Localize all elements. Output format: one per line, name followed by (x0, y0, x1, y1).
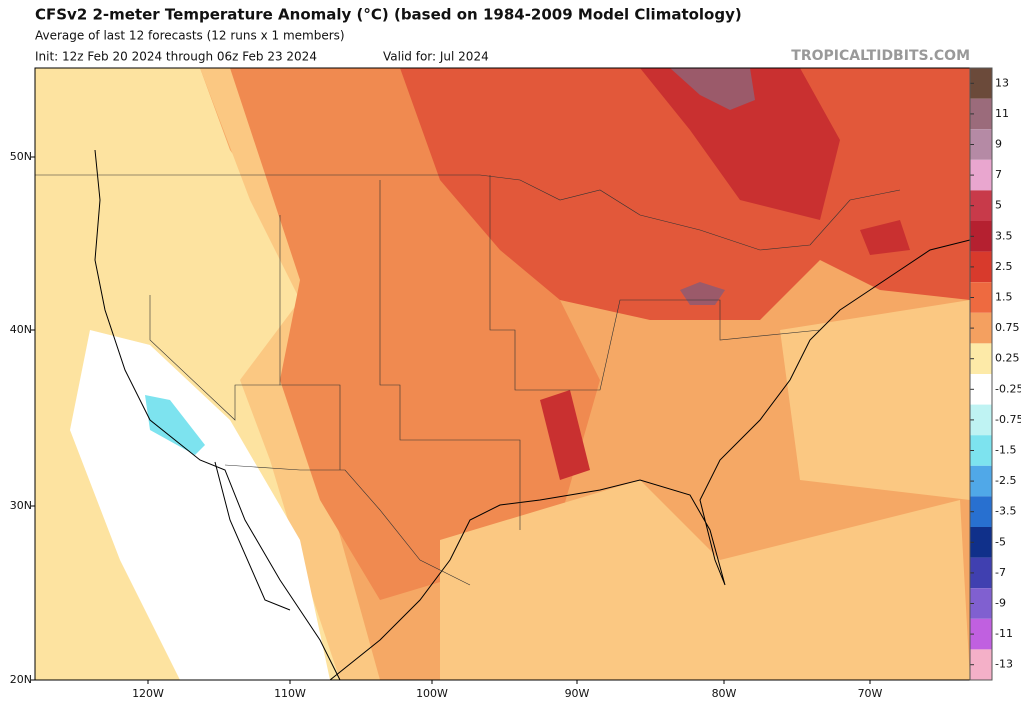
subtitle: Average of last 12 forecasts (12 runs x … (35, 29, 345, 43)
lat-label: 20N (10, 673, 32, 686)
colorbar-label: -11 (995, 627, 1013, 640)
colorbar-swatch (970, 282, 992, 313)
colorbar-label: -0.25 (995, 382, 1021, 395)
map (35, 68, 970, 680)
lon-label: 90W (565, 687, 590, 700)
colorbar-swatch (970, 68, 992, 99)
colorbar-swatch (970, 649, 992, 680)
colorbar-swatch (970, 98, 992, 130)
colorbar-swatch (970, 159, 992, 191)
colorbar-label: 3.5 (995, 229, 1013, 242)
colorbar-label: 11 (995, 107, 1009, 120)
colorbar-label: -7 (995, 566, 1006, 579)
colorbar-label: -0.75 (995, 413, 1021, 426)
colorbar-label: 13 (995, 76, 1009, 89)
colorbar-swatch (970, 312, 992, 344)
watermark: TROPICALTIDBITS.COM (791, 48, 970, 64)
colorbar-label: 7 (995, 168, 1002, 181)
lon-label: 70W (858, 687, 883, 700)
colorbar-label: 2.5 (995, 260, 1013, 273)
colorbar-swatch (970, 221, 992, 252)
colorbar-label: -13 (995, 658, 1013, 671)
colorbar-label: -5 (995, 535, 1006, 548)
colorbar-swatch (970, 251, 992, 283)
colorbar-swatch (970, 557, 992, 589)
lon-label: 100W (416, 687, 448, 700)
colorbar-frame (969, 67, 993, 681)
valid-time: Valid for: Jul 2024 (383, 50, 489, 64)
lat-label: 40N (10, 323, 32, 336)
lon-label: 120W (132, 687, 164, 700)
colorbar-label: 0.75 (995, 321, 1020, 334)
title: CFSv2 2-meter Temperature Anomaly (°C) (… (35, 6, 742, 24)
lat-label: 30N (10, 499, 32, 512)
colorbar-label: 0.25 (995, 352, 1020, 365)
colorbar-swatch (970, 527, 992, 558)
lon-label: 80W (712, 687, 737, 700)
colorbar-swatch (970, 588, 992, 619)
colorbar-swatch (970, 129, 992, 160)
init-time: Init: 12z Feb 20 2024 through 06z Feb 23… (35, 50, 317, 64)
colorbar-swatch (970, 465, 992, 497)
colorbar-swatch (970, 374, 992, 405)
lon-label: 110W (274, 687, 306, 700)
colorbar-swatch (970, 190, 992, 221)
colorbar-swatch (970, 496, 992, 527)
colorbar-swatch (970, 404, 992, 436)
colorbar-label: 5 (995, 199, 1002, 212)
colorbar-label: 9 (995, 138, 1002, 151)
colorbar-label: -2.5 (995, 474, 1016, 487)
colorbar-swatch (970, 618, 992, 650)
colorbar-label: -1.5 (995, 444, 1016, 457)
colorbar-swatch (970, 435, 992, 466)
colorbar-label: 1.5 (995, 291, 1013, 304)
colorbar-swatch (970, 343, 992, 374)
colorbar-label: -3.5 (995, 505, 1016, 518)
colorbar-label: -9 (995, 597, 1006, 610)
lat-label: 50N (10, 150, 32, 163)
